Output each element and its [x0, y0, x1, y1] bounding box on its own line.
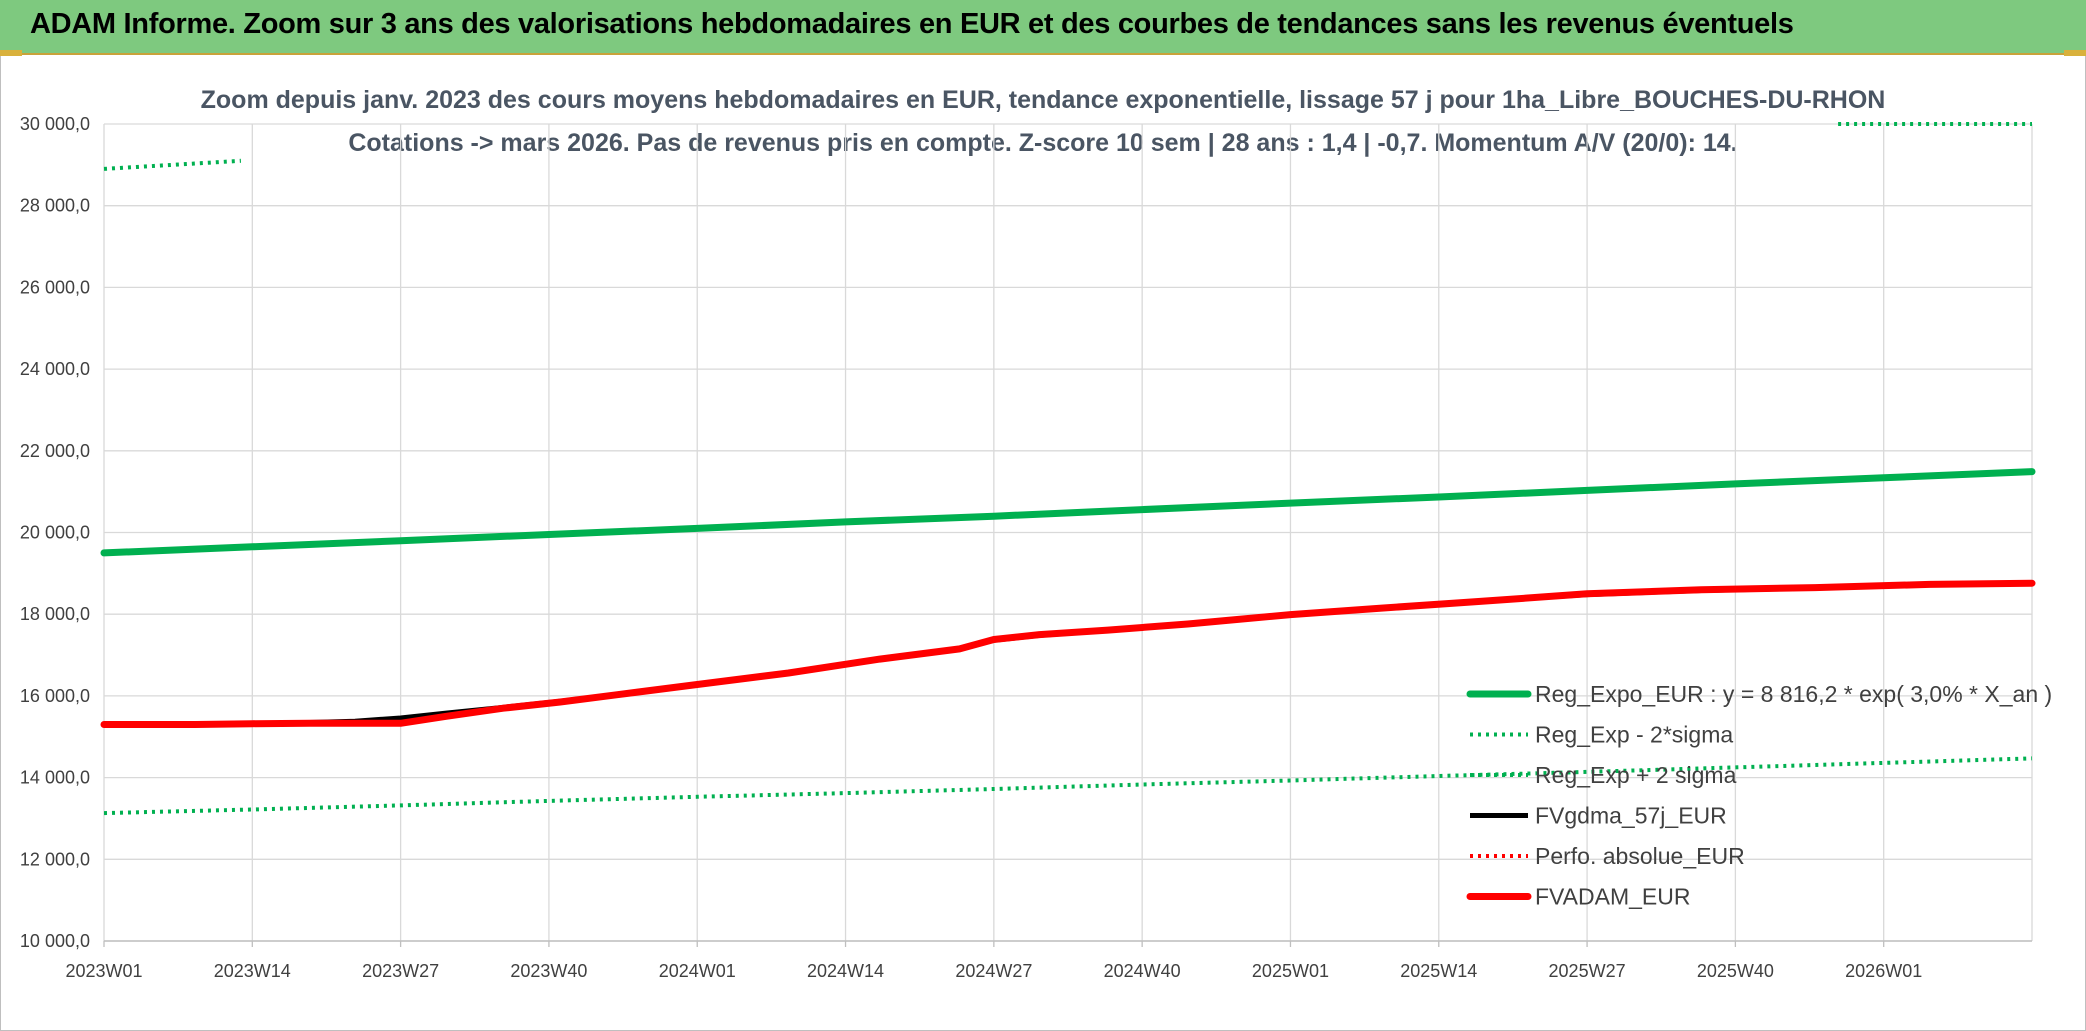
- line-chart: Zoom depuis janv. 2023 des cours moyens …: [20, 86, 2052, 981]
- chart-title-line1: Zoom depuis janv. 2023 des cours moyens …: [201, 86, 1886, 114]
- banner-title: ADAM Informe. Zoom sur 3 ans des valoris…: [30, 8, 1794, 40]
- series-line-0: [100, 468, 2036, 557]
- x-tick-label: 2025W01: [1252, 961, 1329, 981]
- y-tick-label: 16 000,0: [20, 686, 90, 706]
- x-tick-label: 2023W40: [510, 961, 587, 981]
- series-line-2: [103, 158, 242, 171]
- x-tick-label: 2024W27: [955, 961, 1032, 981]
- x-tick-label: 2025W40: [1697, 961, 1774, 981]
- report-banner: ADAM Informe. Zoom sur 3 ans des valoris…: [0, 0, 2086, 55]
- x-tick-label: 2024W40: [1104, 961, 1181, 981]
- y-tick-label: 24 000,0: [20, 359, 90, 379]
- y-tick-label: 28 000,0: [20, 196, 90, 216]
- legend-label: Reg_Exp + 2 sigma: [1535, 762, 1737, 788]
- x-tick-label: 2024W01: [659, 961, 736, 981]
- y-tick-label: 20 000,0: [20, 523, 90, 543]
- legend-label: Reg_Expo_EUR : y = 8 816,2 * exp( 3,0% *…: [1535, 681, 2052, 707]
- series-line-1: [103, 756, 2033, 816]
- x-tick-label: 2023W14: [214, 961, 291, 981]
- y-tick-label: 14 000,0: [20, 768, 90, 788]
- y-tick-label: 10 000,0: [20, 931, 90, 951]
- axes: 10 000,0 12 000,0 14 000,0 16 000,0 18 000,0…: [20, 114, 2032, 981]
- banner-corner-left: [0, 50, 22, 56]
- y-tick-label: 18 000,0: [20, 604, 90, 624]
- y-tick-label: 30 000,0: [20, 114, 90, 134]
- x-tick-label: 2023W27: [362, 961, 439, 981]
- series-lines: [100, 122, 2036, 816]
- legend-label: FVADAM_EUR: [1535, 884, 1691, 910]
- legend-label: Reg_Exp - 2*sigma: [1535, 722, 1733, 748]
- legend-label: Perfo. absolue_EUR: [1535, 843, 1745, 869]
- x-tick-label: 2024W14: [807, 961, 884, 981]
- banner-corner-right: [2064, 50, 2086, 56]
- gridlines: [103, 123, 2033, 942]
- x-tick-label: 2026W01: [1845, 961, 1922, 981]
- y-tick-label: 22 000,0: [20, 441, 90, 461]
- chart-title-line2: Cotations -> mars 2026. Pas de revenus p…: [348, 129, 1737, 157]
- x-tick-label: 2025W14: [1400, 961, 1477, 981]
- y-tick-label: 12 000,0: [20, 849, 90, 869]
- y-tick-label: 26 000,0: [20, 277, 90, 297]
- legend-label: FVgdma_57j_EUR: [1535, 803, 1727, 829]
- legend: Reg_Expo_EUR : y = 8 816,2 * exp( 3,0% *…: [1466, 681, 2052, 910]
- x-tick-label: 2025W27: [1549, 961, 1626, 981]
- series-line-5: [100, 579, 2036, 728]
- x-tick-label: 2023W01: [65, 961, 142, 981]
